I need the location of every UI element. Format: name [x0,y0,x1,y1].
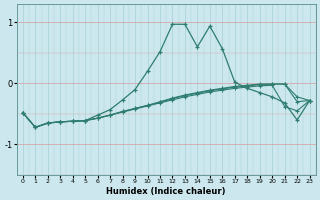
X-axis label: Humidex (Indice chaleur): Humidex (Indice chaleur) [107,187,226,196]
